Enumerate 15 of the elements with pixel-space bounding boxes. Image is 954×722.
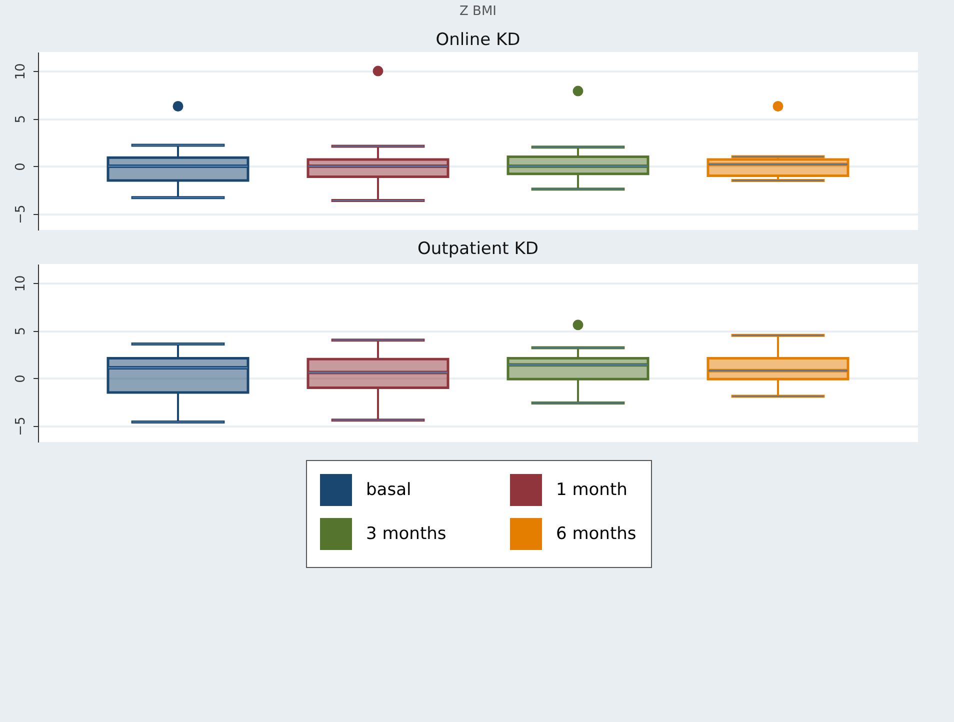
chart-title: Z BMI bbox=[459, 4, 497, 19]
y-tick-label: −5 bbox=[14, 416, 28, 436]
legend-label: 1 month bbox=[556, 480, 628, 500]
y-tick-label: −5 bbox=[14, 204, 28, 224]
y-tick-label: 0 bbox=[14, 374, 28, 383]
legend-label: 6 months bbox=[556, 524, 636, 544]
legend-label: 3 months bbox=[366, 524, 446, 544]
y-tick-label: 10 bbox=[14, 275, 28, 292]
y-tick-label: 5 bbox=[14, 326, 28, 336]
y-tick-label: 5 bbox=[14, 114, 28, 124]
y-tick-label: 0 bbox=[14, 162, 28, 171]
y-tick-label: 10 bbox=[14, 63, 28, 80]
legend-label: basal bbox=[366, 480, 412, 500]
chart-subtitle: Online KD bbox=[436, 30, 520, 50]
chart-subtitle: Outpatient KD bbox=[418, 239, 538, 259]
